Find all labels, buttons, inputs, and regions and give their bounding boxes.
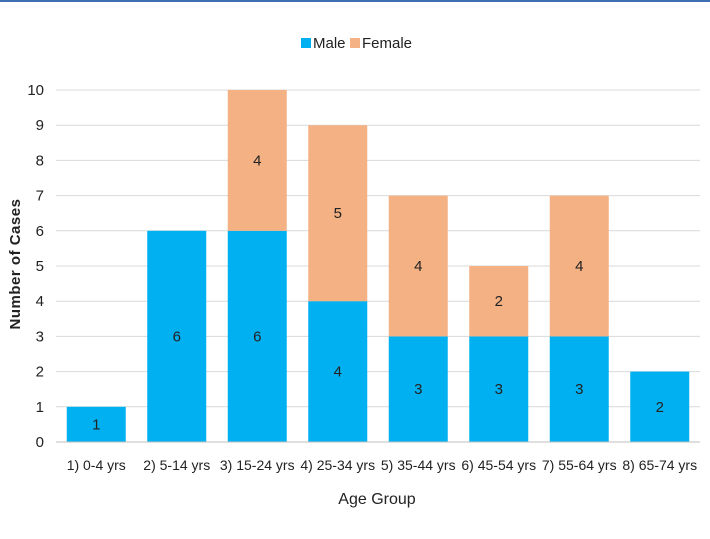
data-label: 6 [173,328,181,345]
bar-male [469,336,529,442]
legend-label-male: Male [313,35,346,52]
y-tick-label: 10 [27,82,44,99]
data-label: 2 [495,293,503,310]
data-label: 3 [575,381,583,398]
bar-female [469,266,529,337]
bar-female [227,90,287,231]
bar-female [388,195,448,337]
y-tick-label: 9 [36,117,44,134]
bar-male [147,230,207,442]
bars [66,90,690,442]
legend-swatch-male [301,38,311,48]
bar-male [388,336,448,442]
data-label: 2 [656,399,664,416]
x-tick-label: 4) 25-34 yrs [300,457,375,473]
data-label: 4 [253,152,261,169]
bar-male [308,301,368,442]
x-tick-label: 1) 0-4 yrs [67,457,126,473]
y-tick-label: 1 [36,399,44,416]
x-axis-ticks: 1) 0-4 yrs 2) 5-14 yrs 3) 15-24 yrs 4) 25-3… [67,457,697,473]
bar-female [308,125,368,302]
y-tick-label: 8 [36,152,44,169]
data-label: 3 [495,381,503,398]
x-tick-label: 3) 15-24 yrs [220,457,295,473]
legend: Male Female [301,35,412,52]
bar-male [66,406,126,442]
data-label: 4 [334,364,342,381]
legend-label-female: Female [362,35,412,52]
bar-female [549,195,609,337]
x-tick-label: 7) 55-64 yrs [542,457,617,473]
y-tick-label: 2 [36,364,44,381]
bar-male [549,336,609,442]
y-tick-label: 7 [36,188,44,205]
x-tick-label: 2) 5-14 yrs [143,457,210,473]
y-axis-ticks: 0 1 2 3 4 5 6 7 8 9 10 [27,82,44,451]
y-axis-title: Number of Cases [7,199,24,330]
y-tick-label: 6 [36,223,44,240]
y-tick-label: 0 [36,434,44,451]
y-tick-label: 3 [36,328,44,345]
legend-swatch-female [350,38,360,48]
data-label: 5 [334,205,342,222]
x-tick-label: 6) 45-54 yrs [461,457,536,473]
data-labels: 1 6 6 4 4 5 3 4 3 2 3 4 2 [92,152,664,433]
data-label: 4 [575,258,583,275]
x-axis-title: Age Group [338,491,415,508]
y-tick-label: 5 [36,258,44,275]
data-label: 6 [253,328,261,345]
data-label: 1 [92,416,100,433]
data-label: 3 [414,381,422,398]
data-label: 4 [414,258,422,275]
bar-male [227,230,287,442]
x-tick-label: 5) 35-44 yrs [381,457,456,473]
y-tick-label: 4 [36,293,44,310]
bar-male [630,371,690,442]
x-tick-label: 8) 65-74 yrs [622,457,697,473]
